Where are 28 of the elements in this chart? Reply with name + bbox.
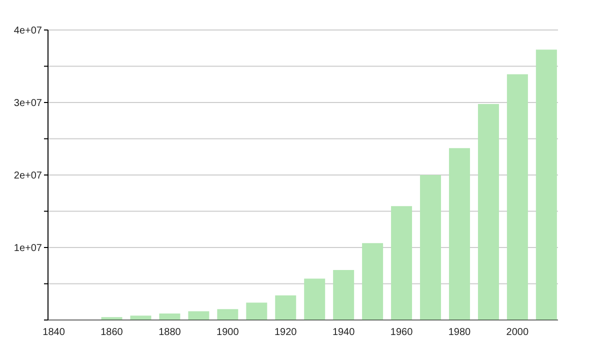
- x-tick-label: 1940: [332, 327, 356, 338]
- bar: [130, 316, 152, 320]
- bar: [333, 270, 354, 320]
- x-tick-label: 2000: [506, 327, 529, 338]
- x-tick-label: 1960: [390, 327, 414, 338]
- bar: [159, 313, 180, 320]
- x-tick-label: 1860: [100, 327, 124, 338]
- bar: [506, 74, 528, 320]
- bar: [246, 302, 268, 320]
- x-tick-label: 1900: [216, 327, 240, 338]
- bar: [362, 243, 384, 320]
- y-tick-label: 1e+07: [14, 243, 42, 254]
- bar: [275, 295, 296, 320]
- y-tick-label: 4e+07: [14, 26, 42, 37]
- bar: [391, 206, 412, 320]
- bar: [478, 104, 499, 320]
- bar: [188, 311, 210, 320]
- bar: [448, 148, 470, 320]
- x-tick-label: 1880: [158, 327, 182, 338]
- y-tick-label: 3e+07: [14, 98, 42, 110]
- bar: [304, 278, 326, 320]
- bar: [536, 50, 557, 320]
- bar: [420, 175, 442, 320]
- x-tick-label: 1980: [448, 327, 472, 338]
- x-tick-label: 1920: [274, 327, 298, 338]
- x-tick-label: 1840: [42, 327, 66, 338]
- y-tick-label: 2e+07: [14, 170, 42, 182]
- bar: [217, 309, 238, 320]
